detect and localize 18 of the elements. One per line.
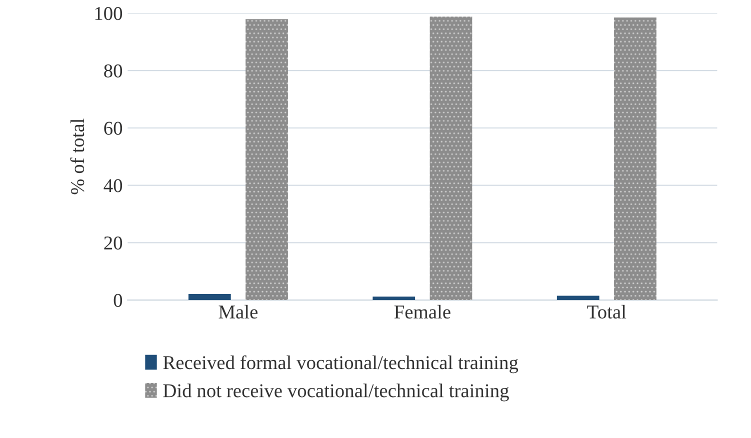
y-tick-label: 80 [104, 64, 122, 78]
legend-label: Received formal vocational/technical training [163, 355, 518, 374]
bar [188, 294, 231, 300]
y-tick-label: 100 [95, 6, 122, 20]
y-tick-label: 60 [104, 122, 122, 135]
y-tick-label: 20 [104, 236, 122, 250]
bar [556, 296, 600, 300]
y-tick-label: 40 [104, 179, 122, 192]
x-tick-label: Male [218, 304, 258, 319]
x-tick-label: Total [587, 304, 626, 319]
bar [430, 16, 472, 300]
x-tick-label: Female [394, 304, 450, 319]
legend-label: Did not receive vocational/technical training [163, 384, 509, 402]
bar [372, 296, 416, 300]
bar [614, 17, 656, 300]
y-tick-label: 0 [114, 294, 122, 307]
y-axis-title: % of total [70, 118, 84, 194]
bar [246, 19, 288, 300]
